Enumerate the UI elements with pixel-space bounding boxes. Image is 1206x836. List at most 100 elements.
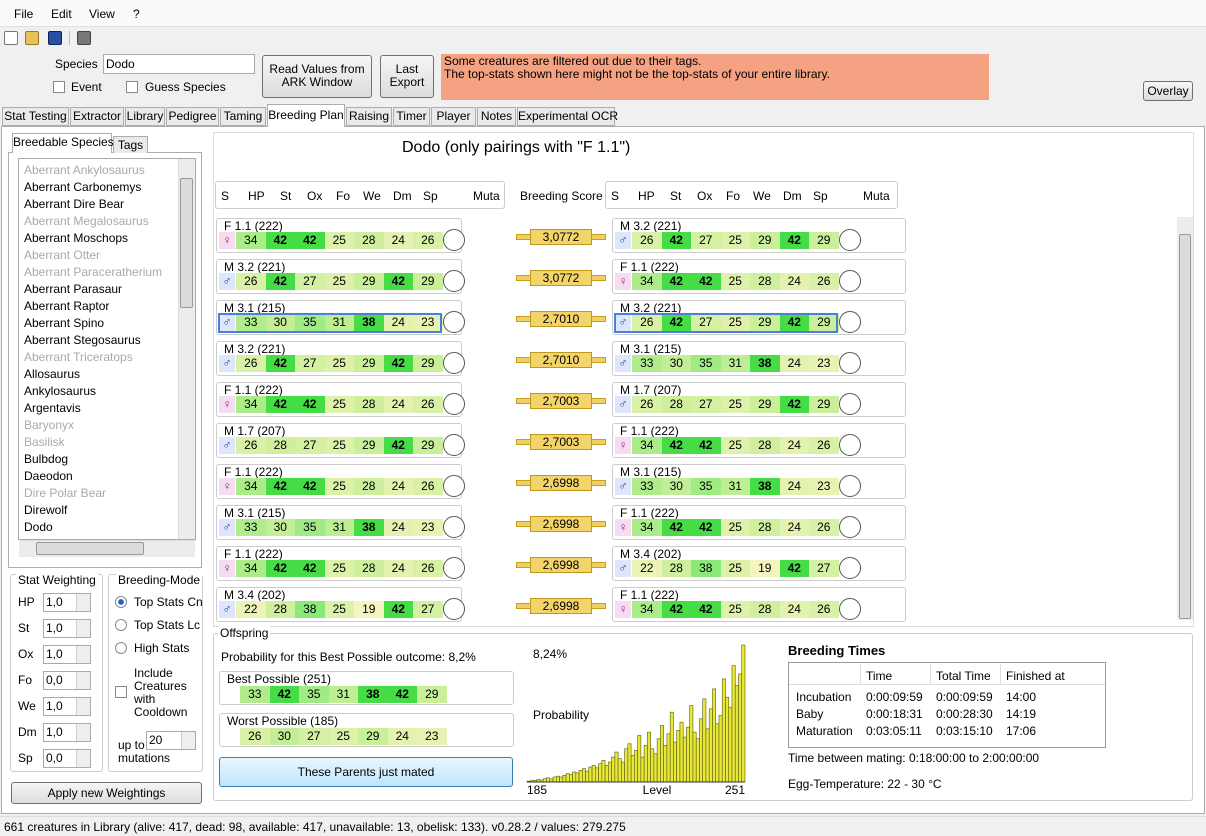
creature-box[interactable] [612,341,906,376]
toolbar-icon[interactable] [25,31,39,45]
species-item[interactable]: Direwolf [24,503,68,517]
stat-cell: 24 [383,519,413,536]
toolbar-icon[interactable] [4,31,18,45]
spin-button[interactable] [76,724,90,741]
species-item[interactable]: Argentavis [24,401,81,415]
weight-value[interactable]: 1,0 [46,595,63,609]
hscroll-thumb[interactable] [36,542,144,555]
mutation-limit[interactable]: 20 [149,733,163,747]
species-tab[interactable]: Breedable Species [12,133,114,153]
read-values-button[interactable]: Read Values from ARK Window [262,55,372,98]
tab[interactable]: Stat Testing [2,107,69,126]
species-item[interactable]: Bulbdog [24,452,69,466]
species-input[interactable] [103,54,255,74]
stat-cell: 34 [632,601,662,618]
species-value[interactable]: Dodo [106,57,135,71]
creature-box[interactable] [612,259,906,294]
creature-box[interactable] [612,300,906,335]
weight-value[interactable]: 0,0 [46,673,63,687]
creature-box[interactable] [612,546,906,581]
histogram-bar [695,738,700,783]
menu-item[interactable]: ? [133,7,140,21]
event-label: Event [71,80,102,94]
creature-box[interactable] [612,505,906,540]
menu-item[interactable]: Edit [51,7,72,21]
weight-value[interactable]: 1,0 [46,699,63,713]
guess-checkbox[interactable] [126,81,138,93]
radio-label[interactable]: Top Stats Lc [134,618,201,632]
spin-button[interactable] [76,594,90,611]
creature-box[interactable] [612,587,906,622]
species-item[interactable]: Aberrant Moschops [24,231,129,245]
species-item[interactable]: Aberrant Stegosaurus [24,333,141,347]
species-item[interactable]: Featherlight [24,537,87,539]
species-item[interactable]: Basilisk [24,435,65,449]
radio-label[interactable]: High Stats [134,641,190,655]
species-item[interactable]: Dodo [24,520,53,534]
tab[interactable]: Taming [220,107,266,126]
spin-button[interactable] [76,750,90,767]
species-item[interactable]: Aberrant Triceratops [24,350,133,364]
cooldown-checkbox[interactable] [115,686,127,698]
spin-button[interactable] [76,698,90,715]
creature-box[interactable] [612,218,906,253]
stat-cell: 27 [299,728,329,745]
species-item[interactable]: Aberrant Ankylosaurus [24,163,145,177]
spin-button[interactable] [181,732,195,749]
spin-button[interactable] [76,620,90,637]
spin-button[interactable] [76,646,90,663]
species-item[interactable]: Aberrant Raptor [24,299,110,313]
creature-box[interactable] [612,464,906,499]
breeding-score: 2,7003 [542,394,580,408]
creature-box[interactable] [612,423,906,458]
species-item[interactable]: Dire Polar Bear [24,486,107,500]
stat-cell: 26 [236,355,266,372]
radio-button[interactable] [115,619,127,631]
tab[interactable]: Raising [346,107,392,126]
species-item[interactable]: Aberrant Megalosaurus [24,214,149,228]
tab[interactable]: Library [125,107,165,126]
radio-button[interactable] [115,642,127,654]
species-item[interactable]: Aberrant Paraceratherium [24,265,163,279]
species-item[interactable]: Baryonyx [24,418,75,432]
species-item[interactable]: Daeodon [24,469,73,483]
event-checkbox[interactable] [53,81,65,93]
species-tab[interactable]: Tags [113,136,148,153]
creature-box[interactable] [612,382,906,417]
radio-button[interactable] [115,596,127,608]
last-export-button[interactable]: Last Export [380,55,434,98]
tab[interactable]: Player [431,107,476,126]
species-item[interactable]: Aberrant Parasaur [24,282,123,296]
plan-scroll-thumb[interactable] [1179,234,1191,619]
header-row [605,181,898,209]
tab[interactable]: Experimental OCR [517,107,618,126]
tab[interactable]: Breeding Plan [267,104,345,127]
scroll-thumb[interactable] [180,178,193,308]
weight-value[interactable]: 1,0 [46,725,63,739]
weight-value[interactable]: 1,0 [46,647,63,661]
tab[interactable]: Pedigree [166,107,219,126]
mated-button[interactable]: These Parents just mated [219,757,513,787]
spin-button[interactable] [76,672,90,689]
menu-item[interactable]: View [89,7,115,21]
species-item[interactable]: Ankylosaurus [24,384,97,398]
species-item[interactable]: Allosaurus [24,367,81,381]
toolbar-icon[interactable] [48,31,62,45]
button-text: Read Values from [269,62,365,76]
overlay-button[interactable]: Overlay [1143,81,1193,101]
species-item[interactable]: Aberrant Dire Bear [24,197,125,211]
radio-label[interactable]: Top Stats Cn [134,595,203,609]
species-item[interactable]: Aberrant Carbonemys [24,180,142,194]
menu-item[interactable]: File [14,7,34,21]
apply-button[interactable]: Apply new Weightings [11,782,202,804]
toolbar-icon[interactable] [77,31,91,45]
species-item[interactable]: Aberrant Spino [24,316,105,330]
histogram-bar [656,738,661,783]
tab[interactable]: Notes [477,107,516,126]
species-item[interactable]: Aberrant Otter [24,248,101,262]
tab[interactable]: Extractor [70,107,124,126]
tab[interactable]: Timer [393,107,430,126]
weight-value[interactable]: 1,0 [46,621,63,635]
stat-cell: 26 [413,396,443,413]
weight-value[interactable]: 0,0 [46,751,63,765]
